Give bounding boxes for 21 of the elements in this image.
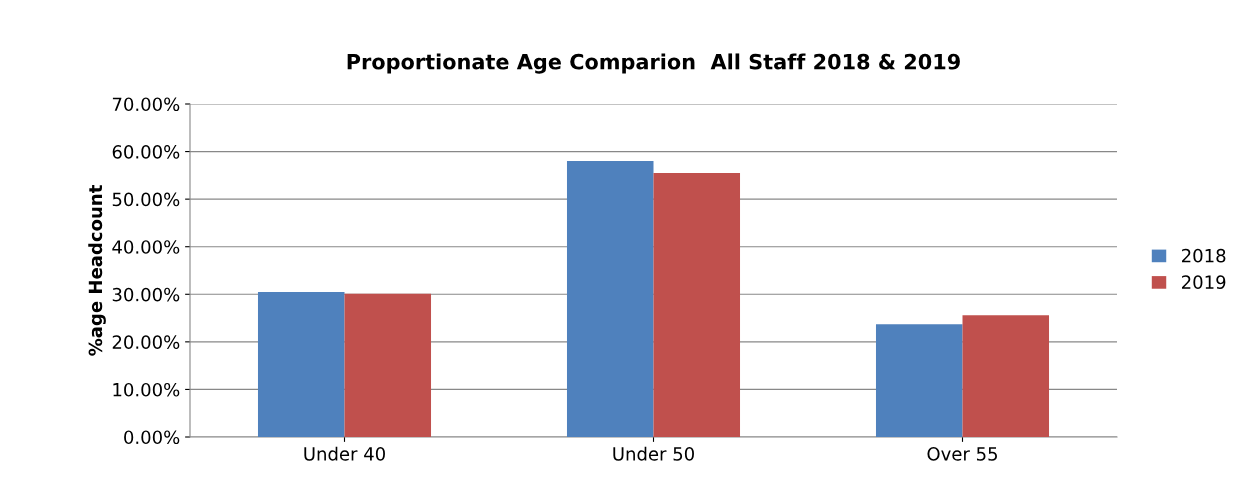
- legend-label: 2019: [1182, 275, 1226, 289]
- y-tick-label: 30.00%: [112, 287, 180, 302]
- y-tick-label: 20.00%: [112, 335, 180, 349]
- bar: [962, 315, 1050, 437]
- bar: [566, 161, 654, 437]
- y-axis-title: %age Headcount: [88, 185, 106, 356]
- bar: [257, 291, 345, 437]
- legend-label: 2018: [1182, 248, 1226, 263]
- x-tick-label: Over 55: [927, 447, 997, 461]
- x-tick-label: Under 40: [304, 446, 385, 461]
- y-tick-label: 50.00%: [112, 192, 180, 207]
- bar: [653, 172, 741, 437]
- bar: [875, 324, 963, 437]
- bar: [344, 293, 432, 437]
- y-tick-label: 40.00%: [112, 240, 180, 254]
- chart-title: Proportionate Age Comparion All Staff 2018 & 2019: [347, 53, 960, 74]
- x-tick-label: Under 50: [613, 446, 694, 461]
- y-tick-label: 70.00%: [112, 97, 180, 112]
- y-tick-label: 0.00%: [124, 430, 180, 445]
- y-tick-label: 60.00%: [112, 145, 180, 159]
- y-tick-label: 10.00%: [113, 382, 180, 397]
